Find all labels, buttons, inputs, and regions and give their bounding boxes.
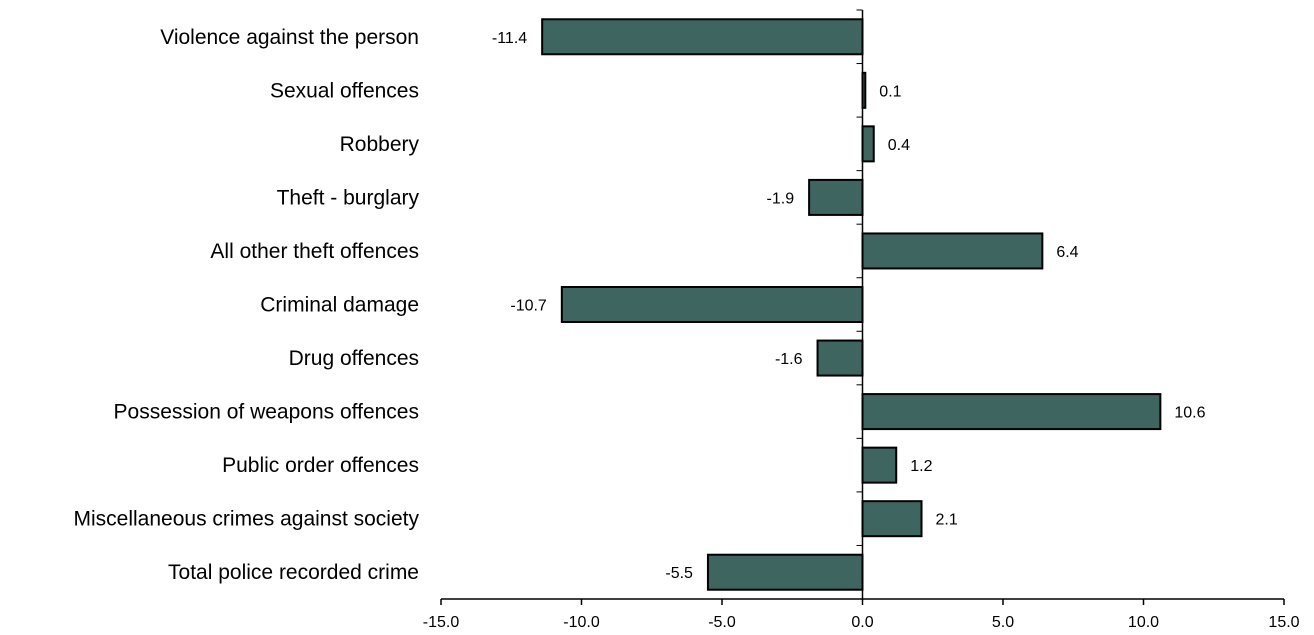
data-label: 0.1 (879, 83, 901, 100)
data-label: 6.4 (1056, 244, 1078, 261)
data-label: -11.4 (492, 30, 527, 47)
data-label: 10.6 (1174, 405, 1205, 422)
category-label: Total police recorded crime (168, 561, 419, 584)
category-label: Miscellaneous crimes against society (74, 508, 420, 531)
data-label: -5.5 (665, 565, 693, 582)
x-tick-label: 10.0 (1128, 614, 1159, 631)
bar (541, 18, 864, 56)
bars-group (541, 18, 1162, 591)
bar (706, 553, 864, 591)
labels-group: Violence against the person -11.4 Sexual o… (74, 26, 1206, 584)
category-label: Sexual offences (270, 79, 419, 102)
bar (560, 286, 864, 323)
bar (808, 178, 864, 216)
x-tick-label: -15.0 (423, 614, 460, 631)
data-label: -1.9 (767, 190, 795, 207)
category-label: All other theft offences (210, 240, 419, 263)
category-label: Theft - burglary (277, 186, 420, 209)
category-label: Violence against the person (160, 26, 419, 49)
bar (861, 125, 875, 163)
bar (861, 500, 923, 538)
data-label: 1.2 (910, 458, 932, 475)
category-label: Robbery (340, 133, 420, 156)
category-label: Public order offences (222, 454, 419, 477)
category-label: Criminal damage (260, 294, 419, 317)
bar (816, 339, 864, 377)
category-label: Drug offences (289, 347, 419, 370)
x-tick-label: -10.0 (563, 614, 600, 631)
y-axis (856, 9, 864, 600)
bar (861, 232, 1044, 270)
data-label: 0.4 (888, 137, 910, 154)
x-tick-label: -5.0 (708, 614, 736, 631)
bar (861, 393, 1162, 431)
x-axis: -15.0 -10.0 -5.0 0.0 5.0 10.0 15.0 (423, 598, 1300, 631)
bar (861, 446, 898, 484)
x-tick-label: 15.0 (1268, 614, 1299, 631)
data-label: -10.7 (510, 298, 547, 315)
x-tick-label: 0.0 (851, 614, 873, 631)
data-label: -1.6 (775, 351, 803, 368)
category-label: Possession of weapons offences (114, 401, 419, 424)
data-label: 2.1 (936, 512, 958, 529)
x-tick-label: 5.0 (992, 614, 1014, 631)
